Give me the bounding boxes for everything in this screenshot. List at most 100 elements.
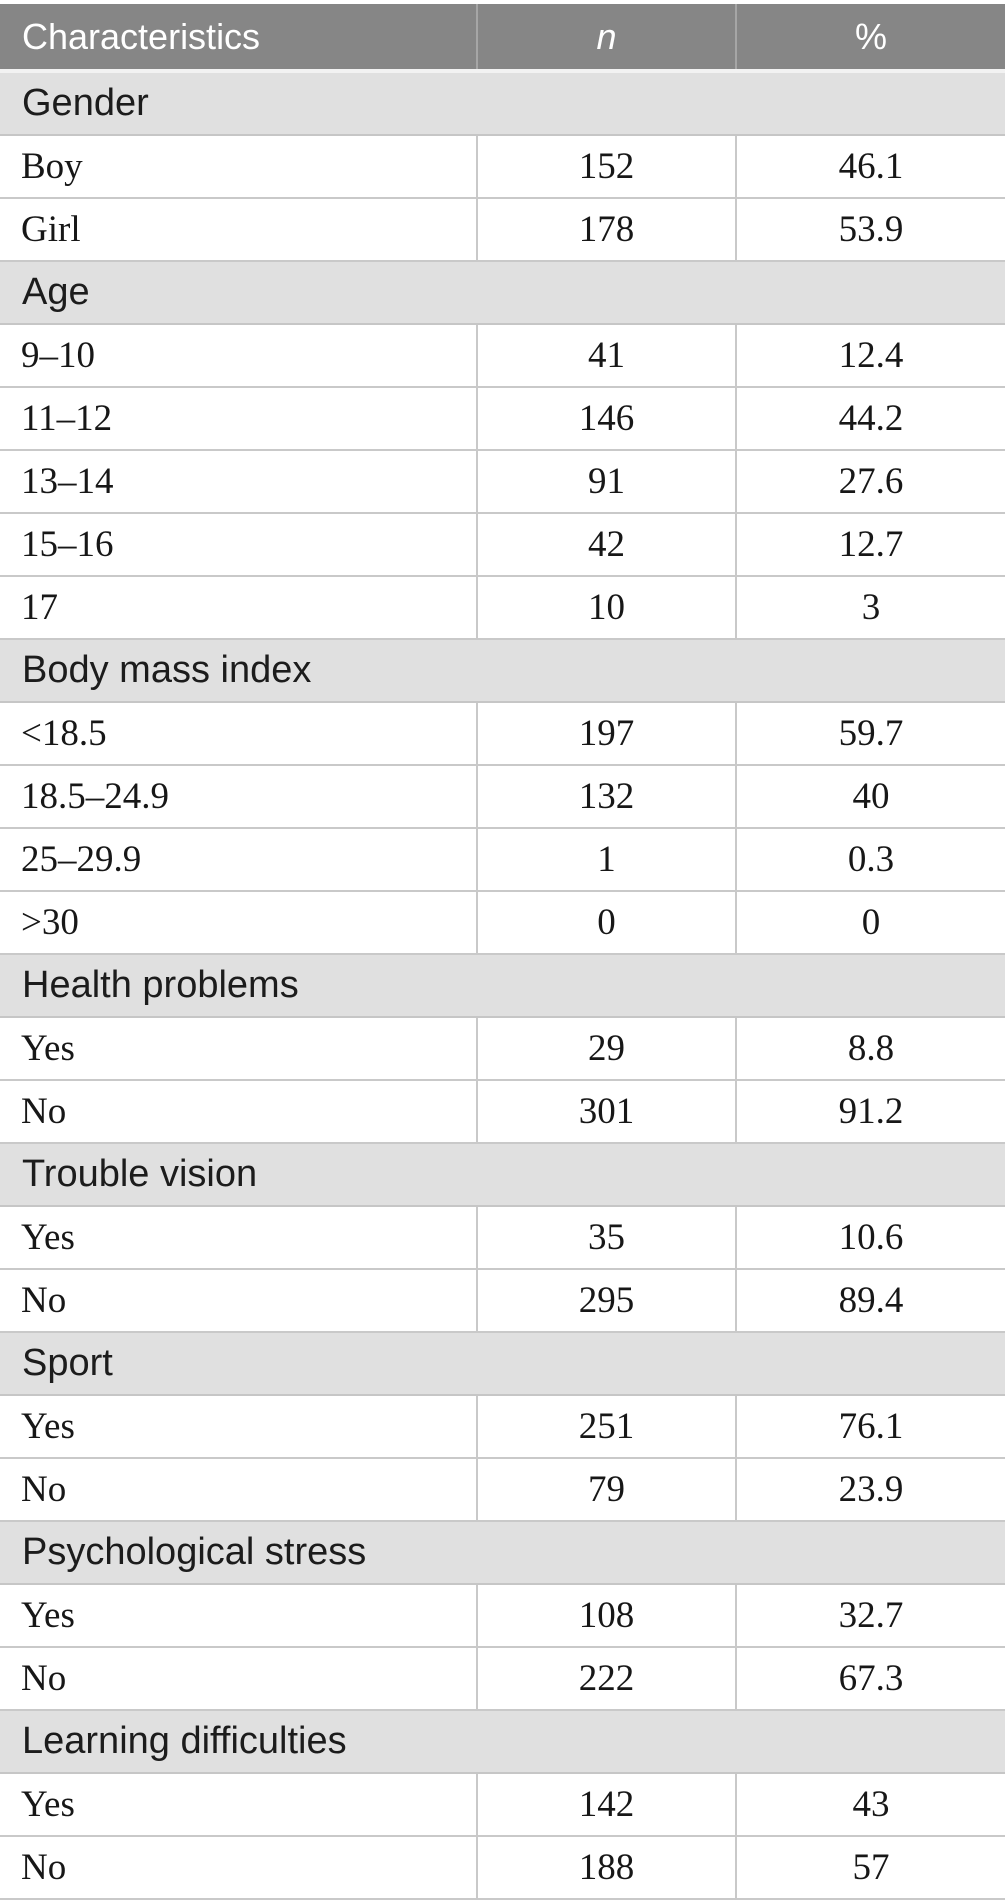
table-row: Boy 152 46.1 — [0, 134, 1005, 199]
row-percent-value: 0.3 — [735, 827, 1005, 892]
row-n-value: 108 — [476, 1583, 736, 1648]
row-percent-value: 12.4 — [735, 323, 1005, 388]
header-cell-characteristics: Characteristics — [0, 4, 477, 73]
row-label: 18.5–24.9 — [0, 764, 477, 829]
table-row: No 222 67.3 — [0, 1646, 1005, 1711]
row-percent-value: 27.6 — [735, 449, 1005, 514]
section-label: Age — [0, 260, 1005, 325]
row-n-value: 146 — [476, 386, 736, 451]
row-percent-value: 40 — [735, 764, 1005, 829]
row-label: 9–10 — [0, 323, 477, 388]
section-row: Gender — [0, 70, 1005, 136]
row-n-value: 197 — [476, 701, 736, 766]
table-row: 15–16 42 12.7 — [0, 512, 1005, 577]
table-row: No 79 23.9 — [0, 1457, 1005, 1522]
table-row: Yes 35 10.6 — [0, 1205, 1005, 1270]
row-label: Yes — [0, 1016, 477, 1081]
table-header: Characteristics n % — [0, 4, 1005, 73]
row-percent-value: 10.6 — [735, 1205, 1005, 1270]
row-percent-value: 3 — [735, 575, 1005, 640]
header-row: Characteristics n % — [0, 4, 1005, 73]
row-label: Yes — [0, 1394, 477, 1459]
table-row: Yes 251 76.1 — [0, 1394, 1005, 1459]
row-percent-value: 53.9 — [735, 197, 1005, 262]
row-percent-value: 89.4 — [735, 1268, 1005, 1333]
table-body: Gender Boy 152 46.1 Girl 178 53.9 Age 9–10 41 12.4… — [0, 70, 1005, 1900]
table-row: 11–12 146 44.2 — [0, 386, 1005, 451]
table-row: >30 0 0 — [0, 890, 1005, 955]
row-label: Yes — [0, 1772, 477, 1837]
row-percent-value: 12.7 — [735, 512, 1005, 577]
table-row: 18.5–24.9 132 40 — [0, 764, 1005, 829]
table-row: 9–10 41 12.4 — [0, 323, 1005, 388]
row-label: No — [0, 1079, 477, 1144]
row-percent-value: 67.3 — [735, 1646, 1005, 1711]
row-percent-value: 0 — [735, 890, 1005, 955]
section-label: Trouble vision — [0, 1142, 1005, 1207]
table-row: 17 10 3 — [0, 575, 1005, 640]
table-row: Yes 108 32.7 — [0, 1583, 1005, 1648]
header-cell-n: n — [476, 4, 736, 73]
table-row: 13–14 91 27.6 — [0, 449, 1005, 514]
row-n-value: 301 — [476, 1079, 736, 1144]
row-label: No — [0, 1646, 477, 1711]
row-label: Girl — [0, 197, 477, 262]
row-label: >30 — [0, 890, 477, 955]
row-n-value: 251 — [476, 1394, 736, 1459]
section-row: Psychological stress — [0, 1520, 1005, 1585]
row-percent-value: 44.2 — [735, 386, 1005, 451]
row-n-value: 295 — [476, 1268, 736, 1333]
section-row: Trouble vision — [0, 1142, 1005, 1207]
row-label: 13–14 — [0, 449, 477, 514]
row-n-value: 152 — [476, 134, 736, 199]
table-row: No 301 91.2 — [0, 1079, 1005, 1144]
row-n-value: 35 — [476, 1205, 736, 1270]
section-label: Sport — [0, 1331, 1005, 1396]
row-n-value: 142 — [476, 1772, 736, 1837]
section-label: Learning difficulties — [0, 1709, 1005, 1774]
section-row: Age — [0, 260, 1005, 325]
row-percent-value: 91.2 — [735, 1079, 1005, 1144]
section-row: Sport — [0, 1331, 1005, 1396]
row-label: No — [0, 1268, 477, 1333]
section-label: Body mass index — [0, 638, 1005, 703]
row-label: 25–29.9 — [0, 827, 477, 892]
section-label: Gender — [0, 70, 1005, 136]
row-label: No — [0, 1835, 477, 1900]
section-label: Health problems — [0, 953, 1005, 1018]
row-n-value: 42 — [476, 512, 736, 577]
section-row: Health problems — [0, 953, 1005, 1018]
row-label: Boy — [0, 134, 477, 199]
row-percent-value: 43 — [735, 1772, 1005, 1837]
row-percent-value: 46.1 — [735, 134, 1005, 199]
table-row: Girl 178 53.9 — [0, 197, 1005, 262]
table-row: Yes 142 43 — [0, 1772, 1005, 1837]
row-label: 11–12 — [0, 386, 477, 451]
section-label: Psychological stress — [0, 1520, 1005, 1585]
row-n-value: 41 — [476, 323, 736, 388]
row-n-value: 0 — [476, 890, 736, 955]
header-n-label: n — [596, 15, 617, 57]
row-n-value: 188 — [476, 1835, 736, 1900]
row-n-value: 29 — [476, 1016, 736, 1081]
table-row: <18.5 197 59.7 — [0, 701, 1005, 766]
table-row: 25–29.9 1 0.3 — [0, 827, 1005, 892]
row-percent-value: 76.1 — [735, 1394, 1005, 1459]
row-percent-value: 23.9 — [735, 1457, 1005, 1522]
table-row: Yes 29 8.8 — [0, 1016, 1005, 1081]
row-n-value: 79 — [476, 1457, 736, 1522]
row-n-value: 222 — [476, 1646, 736, 1711]
row-percent-value: 59.7 — [735, 701, 1005, 766]
row-n-value: 178 — [476, 197, 736, 262]
section-row: Learning difficulties — [0, 1709, 1005, 1774]
row-n-value: 132 — [476, 764, 736, 829]
row-percent-value: 32.7 — [735, 1583, 1005, 1648]
header-cell-percent: % — [735, 4, 1005, 73]
row-label: Yes — [0, 1583, 477, 1648]
row-percent-value: 8.8 — [735, 1016, 1005, 1081]
table-row: No 295 89.4 — [0, 1268, 1005, 1333]
row-label: No — [0, 1457, 477, 1522]
row-label: 15–16 — [0, 512, 477, 577]
row-n-value: 10 — [476, 575, 736, 640]
